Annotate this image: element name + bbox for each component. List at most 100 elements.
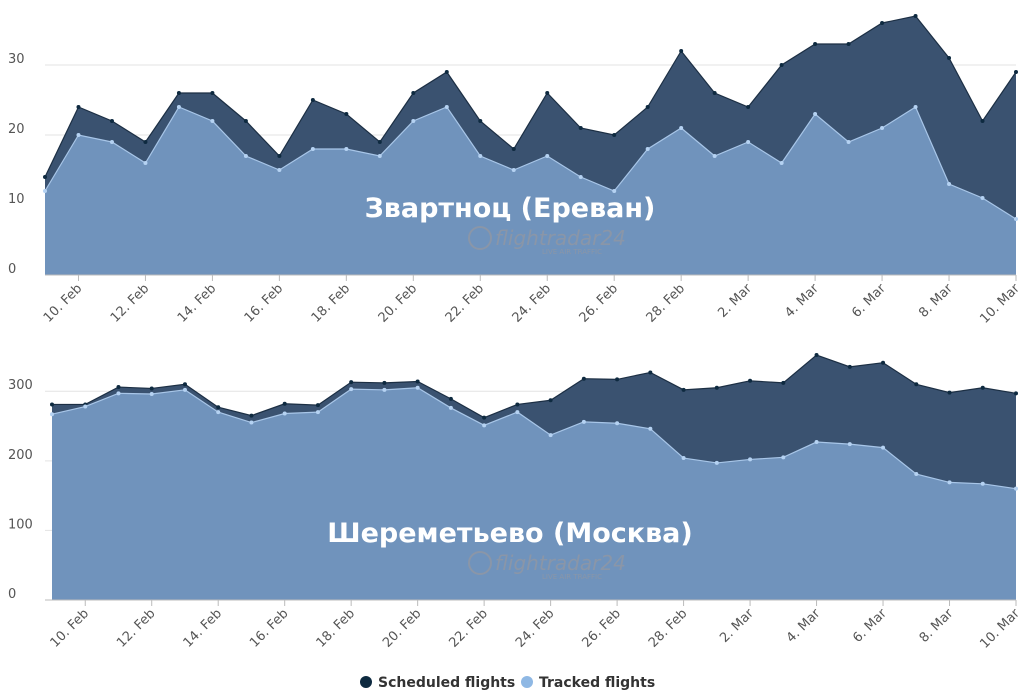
overlay-title: Шереметьево (Москва) <box>327 518 693 549</box>
point <box>310 98 315 102</box>
x-tick-label: 4. Mar <box>782 281 822 321</box>
watermark: flightradar24 <box>495 551 626 575</box>
point <box>109 119 114 123</box>
point <box>847 442 852 447</box>
line <box>52 354 1017 419</box>
x-tick-label: 10. Mar <box>977 281 1020 327</box>
point <box>310 147 315 151</box>
point <box>210 119 215 123</box>
point <box>76 133 81 137</box>
point <box>349 380 354 385</box>
x-tick-label: 8. Mar <box>917 606 957 646</box>
point <box>980 481 985 486</box>
legend-label[interactable]: Tracked flights <box>539 675 655 691</box>
point <box>116 391 121 396</box>
point <box>377 140 382 144</box>
point <box>746 105 751 109</box>
point <box>243 154 248 158</box>
point <box>109 140 114 144</box>
point <box>813 112 818 116</box>
point <box>149 392 154 397</box>
point <box>344 147 349 151</box>
point <box>282 401 287 406</box>
point <box>143 140 148 144</box>
point <box>980 385 985 390</box>
point <box>511 168 516 172</box>
point <box>216 410 221 415</box>
point <box>415 379 420 384</box>
point <box>243 119 248 123</box>
y-tick-label: 200 <box>8 448 33 463</box>
x-tick-label: 14. Feb <box>181 606 225 650</box>
x-tick-label: 2. Mar <box>715 281 755 321</box>
point <box>581 419 586 424</box>
x-tick-label: 22. Feb <box>447 606 491 650</box>
point <box>182 382 187 387</box>
point <box>712 91 717 95</box>
x-tick-label: 22. Feb <box>443 281 487 325</box>
x-tick-label: 14. Feb <box>175 281 219 325</box>
point <box>947 390 952 395</box>
point <box>779 63 784 67</box>
point <box>578 175 583 179</box>
point <box>382 380 387 385</box>
point <box>548 433 553 438</box>
point <box>444 70 449 74</box>
y-tick-label: 30 <box>8 52 25 67</box>
point <box>813 42 818 46</box>
point <box>277 154 282 158</box>
x-tick-label: 16. Feb <box>247 606 291 650</box>
y-tick-label: 0 <box>8 587 16 602</box>
point <box>846 140 851 144</box>
point <box>482 423 487 428</box>
point <box>947 56 952 60</box>
point <box>581 376 586 381</box>
point <box>411 91 416 95</box>
point <box>545 91 550 95</box>
x-tick-label: 8. Mar <box>916 281 956 321</box>
x-tick-label: 6. Mar <box>850 606 890 646</box>
point <box>448 405 453 410</box>
point <box>947 480 952 485</box>
point <box>914 382 919 387</box>
line <box>44 15 1017 178</box>
point <box>448 396 453 401</box>
y-tick-label: 0 <box>8 262 16 277</box>
x-tick-label: 10. Feb <box>48 606 92 650</box>
point <box>315 403 320 408</box>
point <box>679 49 684 53</box>
point <box>846 42 851 46</box>
x-tick-label: 28. Feb <box>646 606 690 650</box>
point <box>344 112 349 116</box>
point <box>377 154 382 158</box>
x-tick-label: 6. Mar <box>849 281 889 321</box>
point <box>282 411 287 416</box>
point <box>478 154 483 158</box>
point <box>182 387 187 392</box>
point <box>216 405 221 410</box>
point <box>511 147 516 151</box>
point <box>880 126 885 130</box>
legend-label[interactable]: Scheduled flights <box>378 675 515 691</box>
y-tick-label: 20 <box>8 122 25 137</box>
point <box>315 410 320 415</box>
line <box>44 106 1017 220</box>
point <box>176 91 181 95</box>
point <box>714 385 719 390</box>
watermark-logo <box>468 226 492 250</box>
point <box>545 154 550 158</box>
point <box>615 421 620 426</box>
x-tick-label: 10. Mar <box>977 606 1020 652</box>
x-tick-label: 18. Feb <box>309 281 353 325</box>
x-tick-label: 26. Feb <box>577 281 621 325</box>
point <box>1014 391 1018 396</box>
point <box>415 385 420 390</box>
overlay-title: Звартноц (Ереван) <box>365 193 656 224</box>
watermark-sub: LIVE AIR TRAFFIC <box>542 573 602 581</box>
point <box>382 387 387 392</box>
x-tick-label: 18. Feb <box>314 606 358 650</box>
point <box>143 161 148 165</box>
point <box>681 387 686 392</box>
point <box>50 412 54 417</box>
